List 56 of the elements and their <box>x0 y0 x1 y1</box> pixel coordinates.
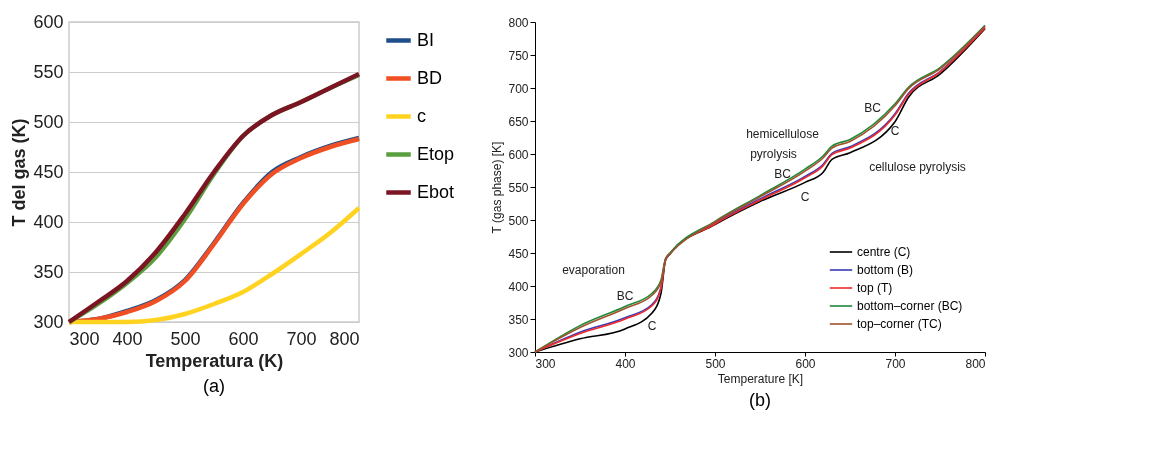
annotation: C <box>890 123 900 138</box>
y-tick-label: 400 <box>508 279 529 294</box>
y-tick-label: 400 <box>33 211 64 232</box>
legend-label: centre (C) <box>857 245 911 259</box>
y-axis-title: T (gas phase) [K] <box>490 141 505 234</box>
legend-label: BD <box>417 67 443 88</box>
y-tick-label: 450 <box>508 246 529 261</box>
y-tick-label: 700 <box>508 81 529 96</box>
x-tick-label: 400 <box>615 356 636 371</box>
annotation: BC <box>774 166 792 181</box>
x-tick-label: 600 <box>228 328 259 349</box>
y-tick-label: 300 <box>33 311 64 332</box>
legend-label: top–corner (TC) <box>857 317 942 331</box>
x-tick-label: 300 <box>535 356 556 371</box>
x-tick-label: 600 <box>795 356 816 371</box>
y-tick-label: 500 <box>33 111 64 132</box>
text: (b) <box>749 390 771 410</box>
legend-label: Etop <box>417 143 455 164</box>
legend-label: BI <box>417 29 435 50</box>
annotation: pyrolysis <box>750 147 797 161</box>
y-tick-label: 450 <box>33 161 64 182</box>
legend-label: Ebot <box>417 181 455 202</box>
x-tick-label: 400 <box>112 328 143 349</box>
y-tick-label: 800 <box>508 15 529 30</box>
x-tick-label: 800 <box>329 328 360 349</box>
y-tick-label: 600 <box>508 147 529 162</box>
legend-label: c <box>417 105 426 126</box>
y-tick-label: 500 <box>508 213 529 228</box>
y-axis-title: T del gas (K) <box>9 118 30 227</box>
x-axis-title: Temperature [K] <box>717 371 804 386</box>
y-tick-label: 550 <box>33 61 64 82</box>
annotation: evaporation <box>562 262 625 277</box>
annotation: C <box>800 189 810 204</box>
legend-label: top (T) <box>857 281 893 295</box>
annotation: hemicellulose <box>746 127 820 142</box>
text: (a) <box>203 376 225 396</box>
x-tick-label: 800 <box>965 356 986 371</box>
annotation: C <box>647 318 657 333</box>
annotation: cellulose pyrolysis <box>869 160 966 175</box>
annotation: BC <box>864 100 882 115</box>
y-tick-label: 750 <box>508 48 529 63</box>
x-tick-label: 700 <box>286 328 317 349</box>
y-tick-label: 350 <box>33 261 64 282</box>
annotation: BC <box>616 288 634 303</box>
y-tick-label: 650 <box>508 114 529 129</box>
x-tick-label: 500 <box>705 356 726 371</box>
y-tick-label: 300 <box>508 345 529 360</box>
y-tick-label: 350 <box>508 312 529 327</box>
legend-label: bottom (B) <box>857 263 914 277</box>
legend-label: bottom–corner (BC) <box>857 299 963 313</box>
x-tick-label: 300 <box>69 328 100 349</box>
x-tick-label: 700 <box>885 356 906 371</box>
y-tick-label: 600 <box>33 11 64 32</box>
y-tick-label: 550 <box>508 180 529 195</box>
x-axis-title: Temperatura (K) <box>145 350 284 371</box>
x-tick-label: 500 <box>170 328 201 349</box>
